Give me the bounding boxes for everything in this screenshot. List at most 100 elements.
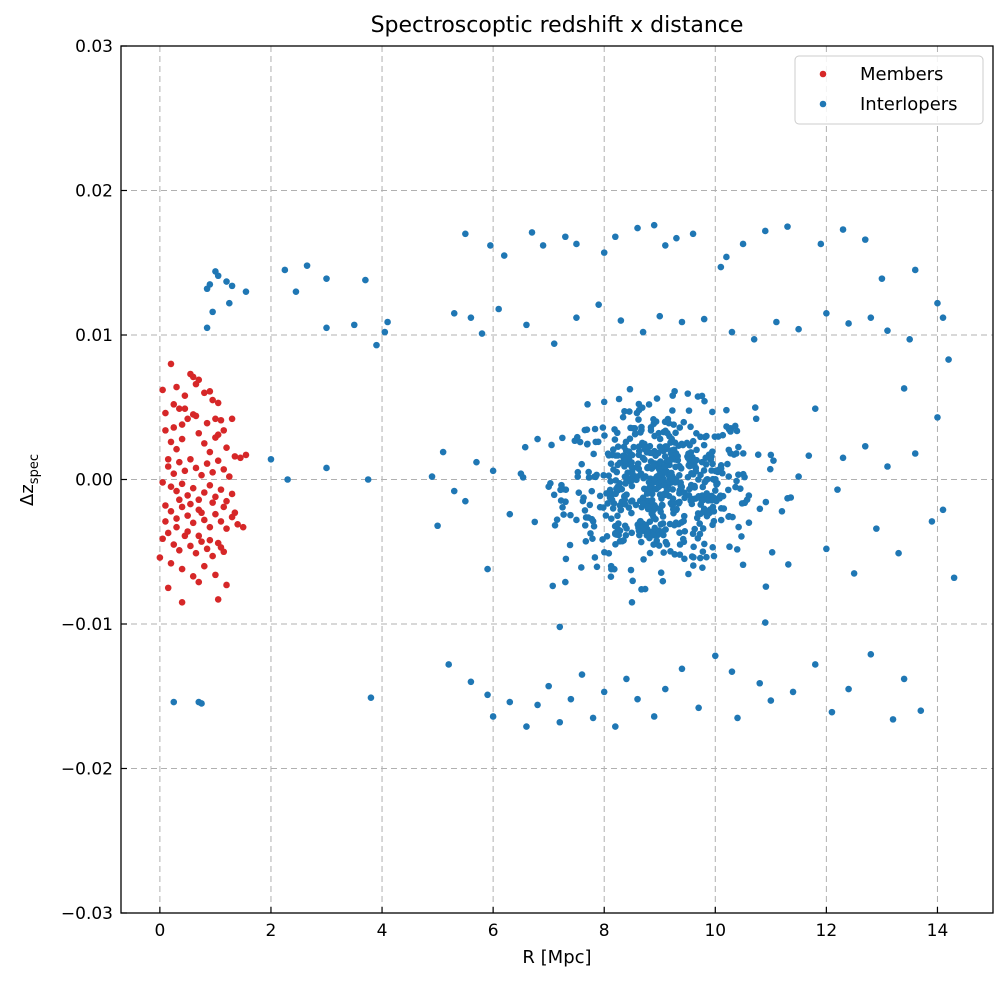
interloper-point <box>521 443 529 451</box>
member-point <box>156 554 164 561</box>
interloper-point <box>523 321 530 329</box>
interloper-point <box>717 263 725 271</box>
interloper-point <box>906 336 913 343</box>
interloper-point <box>878 275 886 282</box>
interloper-point <box>567 695 575 703</box>
member-point <box>184 492 191 499</box>
interloper-point <box>648 490 656 498</box>
member-point <box>209 468 216 476</box>
interloper-point <box>635 400 643 408</box>
interloper-point <box>637 517 644 525</box>
interloper-point <box>693 446 700 454</box>
member-point <box>164 463 172 470</box>
interloper-point <box>612 723 619 730</box>
interloper-point <box>650 541 657 548</box>
interloper-point <box>710 508 718 515</box>
member-point <box>162 427 169 434</box>
interloper-point <box>462 497 469 505</box>
interloper-point <box>500 252 508 259</box>
interloper-point <box>323 464 330 472</box>
member-point <box>159 535 166 543</box>
interloper-point <box>489 467 497 475</box>
interloper-point <box>489 713 497 720</box>
interloper-point <box>631 430 639 438</box>
interloper-point <box>506 510 514 518</box>
interloper-point <box>613 485 620 493</box>
interloper-point <box>487 242 494 249</box>
interloper-point <box>732 483 739 491</box>
member-point <box>162 502 169 509</box>
member-point <box>217 518 225 525</box>
member-point <box>209 396 216 404</box>
interloper-point <box>623 473 630 480</box>
member-point <box>206 388 214 395</box>
interloper-point <box>170 698 178 706</box>
interloper-point <box>735 443 742 451</box>
member-point <box>206 448 214 456</box>
member-point <box>212 415 219 423</box>
interloper-point <box>699 525 707 532</box>
member-point <box>206 536 214 544</box>
interloper-point <box>608 496 616 503</box>
interloper-point <box>560 511 567 518</box>
axis-ticks: 0 2 4 6 8 10 12 14 −0.03 −0.02 −0.01 0.00 0.01 0.02 0.… <box>61 37 948 941</box>
interloper-point <box>242 288 250 295</box>
interloper-point <box>581 426 589 434</box>
interloper-point <box>696 554 704 562</box>
interloper-point <box>607 478 614 485</box>
interloper-point <box>762 498 770 506</box>
interloper-point <box>630 443 638 451</box>
interloper-point <box>601 548 608 556</box>
interloper-point <box>666 457 674 464</box>
interloper-point <box>696 520 703 527</box>
interloper-point <box>609 446 617 453</box>
member-point <box>170 541 178 548</box>
x-tick-label: 14 <box>927 921 949 941</box>
member-point <box>203 460 211 467</box>
interloper-point <box>684 390 692 397</box>
interloper-point <box>580 494 587 502</box>
interloper-point <box>699 548 707 555</box>
interloper-point <box>593 563 601 571</box>
interloper-point <box>623 525 630 532</box>
interloper-point <box>303 262 311 269</box>
member-point <box>187 542 194 550</box>
interloper-point <box>725 446 733 454</box>
interloper-point <box>622 480 629 487</box>
interloper-point <box>603 533 611 540</box>
interloper-point <box>612 233 619 241</box>
interloper-point <box>805 452 813 459</box>
interloper-point <box>685 570 692 578</box>
interloper-point <box>681 555 688 563</box>
interloper-point <box>939 314 947 321</box>
member-point <box>178 480 186 488</box>
interloper-point <box>861 236 869 243</box>
member-point <box>192 412 200 420</box>
interloper-point <box>895 549 902 557</box>
interloper-point <box>685 407 693 414</box>
interloper-point <box>754 451 762 459</box>
member-point <box>195 578 203 586</box>
member-point <box>234 520 241 528</box>
interloper-point <box>660 549 668 556</box>
member-point <box>162 409 169 417</box>
interloper-point <box>650 461 658 469</box>
member-point <box>189 573 197 580</box>
member-point <box>167 560 175 567</box>
interloper-point <box>676 424 684 431</box>
interloper-point <box>884 463 891 470</box>
interloper-point <box>362 276 369 284</box>
member-point <box>217 544 225 551</box>
interloper-point <box>639 494 647 501</box>
interloper-point <box>228 282 236 290</box>
interloper-point <box>656 505 664 512</box>
interloper-point <box>528 229 536 236</box>
interloper-point <box>710 517 718 525</box>
interloper-point <box>206 281 214 288</box>
interloper-point <box>582 537 590 545</box>
interloper-point <box>281 266 289 274</box>
interloper-point <box>534 701 541 709</box>
interloper-point <box>687 423 694 431</box>
interloper-point <box>728 328 736 336</box>
